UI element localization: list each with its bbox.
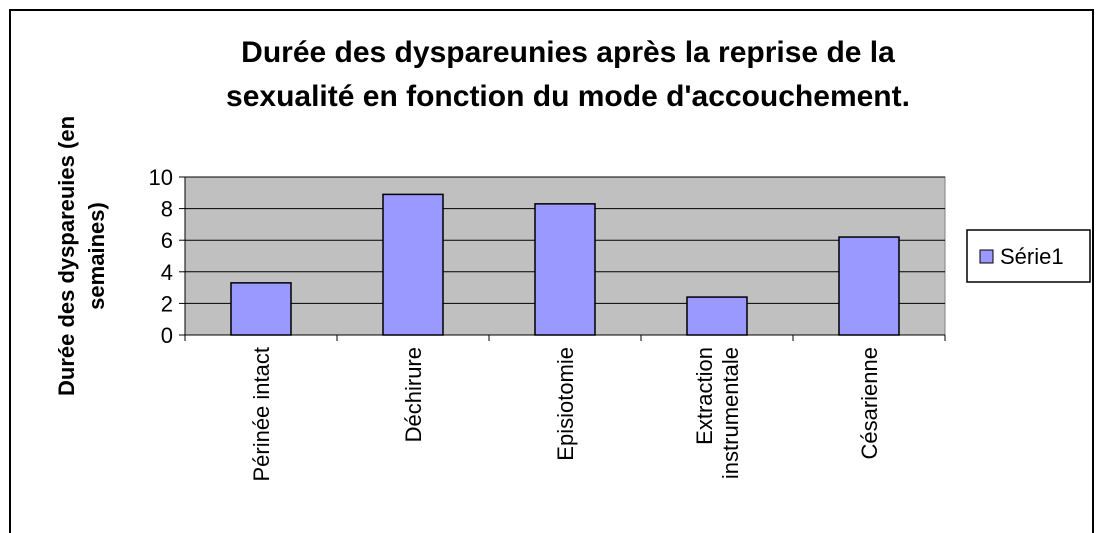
y-tick-label: 10 xyxy=(149,165,173,190)
x-tick-label: Extractioninstrumentale xyxy=(692,347,743,479)
legend-swatch xyxy=(979,249,994,264)
x-tick-label: Déchirure xyxy=(401,347,426,442)
y-tick-label: 6 xyxy=(161,228,173,253)
bar xyxy=(686,296,748,336)
legend-label: Série1 xyxy=(1000,244,1064,269)
y-tick-label: 2 xyxy=(161,291,173,316)
bar xyxy=(382,193,444,336)
y-tick-label: 4 xyxy=(161,260,173,285)
y-axis-label: Durée des dyspareuies (en xyxy=(54,116,79,396)
x-tick-label: Périnée intact xyxy=(249,347,274,482)
x-tick-label: Episiotomie xyxy=(553,347,578,461)
chart-title: sexualité en fonction du mode d'accouche… xyxy=(226,80,910,113)
y-axis-label: semaines) xyxy=(84,202,109,310)
chart-title: Durée des dyspareunies après la reprise … xyxy=(241,36,895,69)
y-tick-label: 8 xyxy=(161,197,173,222)
bar xyxy=(534,203,596,336)
y-tick-label: 0 xyxy=(161,323,173,348)
bar xyxy=(838,236,900,336)
bar xyxy=(230,282,292,336)
x-tick-label: Césarienne xyxy=(857,347,882,460)
